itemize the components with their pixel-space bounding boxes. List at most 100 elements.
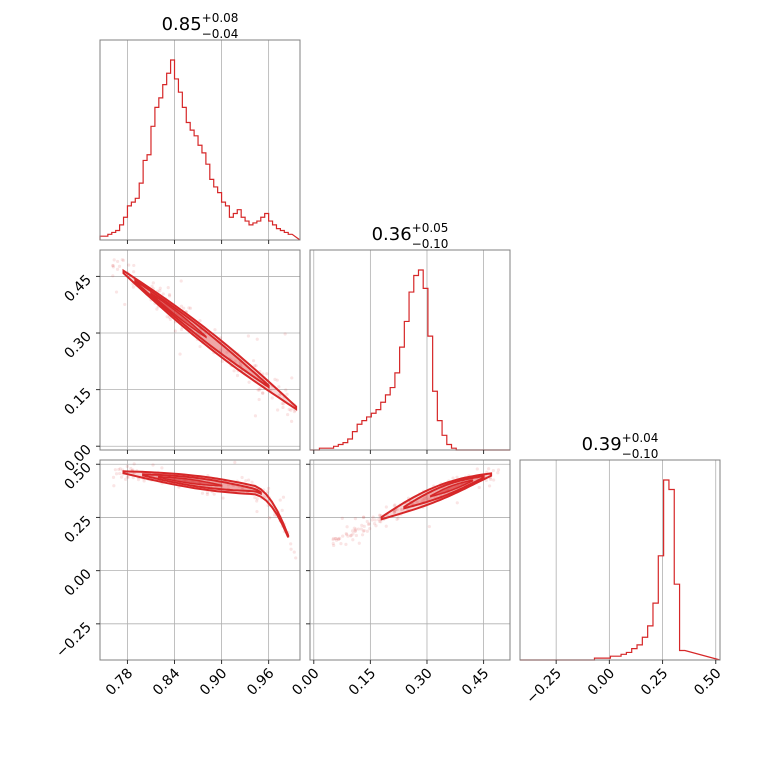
histogram-param-2 [310,269,510,451]
sample-point [354,533,359,538]
sample-point [273,377,277,381]
sample-point [255,337,259,341]
sample-point [352,526,356,530]
sample-point [132,462,136,466]
sample-point [395,508,399,512]
sample-point [285,392,289,396]
sample-point [160,466,164,470]
sample-point [251,359,256,363]
sample-point [371,515,375,519]
sample-point [367,522,371,526]
sample-point [265,372,269,376]
sample-point [370,518,374,522]
x-tick-label: −0.25 [523,666,565,708]
sample-point [487,467,491,471]
sample-point [337,537,341,541]
panel-content [331,445,501,548]
sample-point [424,497,428,501]
sample-point [121,258,125,262]
sample-point [220,359,224,363]
sample-point [393,509,397,513]
sample-point [132,263,136,268]
sample-point [281,495,286,499]
sample-point [351,538,355,542]
sample-point [374,524,378,528]
sample-point [225,350,229,354]
sample-point [331,541,335,546]
sample-point [136,478,141,482]
x-tick-label: 0.90 [197,666,230,699]
contour-core [150,291,207,339]
sample-point [253,414,258,418]
sample-point [496,468,501,472]
sample-point [255,509,259,514]
panel-2-1 [309,445,511,661]
x-tick-label: 0.78 [103,666,136,699]
title-error-minus-text: −0.04 [202,27,239,41]
contour-core [430,479,474,498]
sample-point [114,290,119,294]
sample-point [179,279,183,283]
title-param-2: 0.36+0.05 [372,221,449,245]
sample-point [221,496,225,500]
sample-point [188,306,193,310]
sample-point [281,402,285,406]
sample-point [292,410,297,414]
sample-point [129,466,133,471]
sample-point [354,527,358,531]
sample-point [132,270,136,274]
sample-point [353,529,358,533]
sample-point [373,518,377,522]
sample-point [253,496,257,500]
panel-1-0 [99,249,301,451]
sample-point [257,397,261,402]
sample-point [219,348,223,352]
sample-point [254,364,258,368]
sample-point [484,445,487,448]
sample-point [233,460,237,465]
sample-point [378,513,382,517]
sample-point [165,315,169,319]
sample-point [161,292,165,296]
sample-point [349,534,353,538]
sample-point [351,532,355,536]
sample-point [341,534,345,538]
sample-point [247,380,251,384]
sample-point [123,302,127,307]
contour-core [158,475,223,487]
sample-point [131,285,135,289]
sample-point [198,319,202,323]
y-tick-label: 0.45 [61,272,94,305]
sample-point [117,467,121,472]
sample-point [118,471,122,476]
sample-point [290,419,294,423]
sample-point [379,520,383,524]
sample-point [350,529,355,533]
sample-point [205,492,209,497]
y-tick-label: 0.00 [61,566,94,599]
sample-point [400,508,404,512]
sample-point [393,503,397,507]
x-tick-label: 0.00 [585,666,618,699]
sample-point [338,536,342,541]
sample-point [484,478,488,483]
sample-point [266,489,270,493]
sample-point [151,463,155,467]
title-value: 0.85 [162,14,202,35]
sample-point [362,524,366,528]
sample-point [111,475,116,480]
x-tick-label: 0.84 [150,665,183,698]
sample-point [340,516,344,521]
sample-point [368,527,372,531]
sample-point [246,334,250,338]
title-param-1: 0.85+0.08 [162,11,239,35]
sample-point [142,479,146,483]
sample-point [179,304,184,308]
histogram-frame [99,39,301,241]
sample-point [392,510,396,514]
sample-point [284,388,288,392]
title-value: 0.36 [372,224,412,245]
sample-point [289,547,293,551]
sample-point [427,497,431,501]
sample-point [155,307,159,311]
